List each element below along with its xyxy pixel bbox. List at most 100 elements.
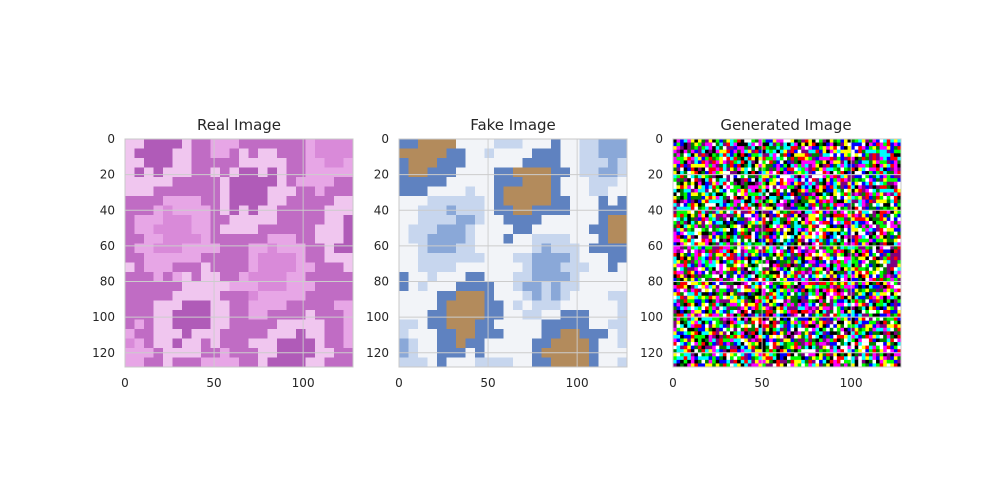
pixel: [446, 329, 457, 339]
pixel: [730, 327, 734, 332]
pixel: [560, 234, 571, 244]
pixel: [220, 338, 230, 349]
pixel: [762, 231, 766, 236]
pixel: [286, 139, 297, 149]
pixel: [851, 231, 855, 236]
pixel: [879, 327, 884, 332]
pixel: [277, 139, 287, 149]
pixel: [343, 357, 354, 368]
pixel: [844, 139, 848, 143]
pixel: [737, 203, 741, 207]
pixel: [324, 262, 335, 273]
pixel: [822, 163, 827, 168]
pixel: [801, 242, 806, 247]
pixel: [446, 177, 457, 187]
pixel: [456, 243, 466, 254]
pixel: [858, 156, 863, 161]
pixel: [503, 215, 514, 225]
pixel: [847, 274, 852, 279]
pixel: [690, 149, 695, 154]
pixel: [769, 313, 774, 318]
pixel: [811, 185, 816, 190]
pixel: [701, 260, 706, 264]
pixel: [697, 185, 702, 190]
pixel: [762, 253, 766, 257]
pixel: [758, 281, 763, 286]
pixel: [737, 149, 741, 154]
pixel: [220, 319, 230, 330]
pixel: [769, 196, 774, 200]
pixel: [191, 329, 202, 339]
pixel: [697, 256, 702, 261]
pixel: [872, 210, 877, 215]
pixel: [779, 199, 784, 204]
pixel: [172, 196, 183, 206]
pixel: [737, 331, 741, 336]
pixel: [772, 267, 777, 272]
pixel: [868, 313, 873, 318]
pixel: [783, 299, 788, 304]
pixel: [815, 281, 820, 286]
pixel: [673, 320, 677, 325]
pixel: [868, 249, 873, 254]
pixel: [758, 324, 763, 329]
pixel: [819, 317, 823, 321]
pixel: [747, 295, 752, 300]
pixel: [811, 220, 816, 225]
pixel: [334, 262, 344, 273]
pixel: [608, 158, 618, 168]
pixel: [343, 291, 354, 301]
pixel: [690, 281, 695, 286]
pixel: [343, 281, 354, 292]
pixel: [797, 334, 802, 339]
pixel: [886, 235, 891, 240]
pixel: [840, 249, 845, 254]
pixel: [617, 215, 628, 225]
pixel: [822, 342, 827, 346]
pixel: [868, 245, 873, 250]
pixel: [854, 178, 859, 183]
pixel: [676, 292, 681, 297]
pixel: [801, 313, 806, 318]
pixel: [797, 174, 802, 179]
pixel: [513, 139, 523, 149]
pixel: [865, 249, 870, 254]
pixel: [719, 295, 724, 300]
pixel: [694, 256, 699, 261]
pixel: [808, 302, 813, 307]
pixel: [334, 167, 344, 178]
pixel: [456, 310, 466, 320]
pixel: [210, 300, 221, 311]
pixel: [779, 324, 784, 329]
pixel: [153, 272, 164, 282]
pixel: [876, 342, 880, 346]
pixel: [144, 272, 154, 282]
pixel: [286, 196, 297, 206]
pixel: [715, 270, 720, 275]
pixel: [826, 292, 831, 297]
pixel: [418, 234, 428, 244]
pixel: [427, 196, 438, 206]
pixel: [893, 310, 898, 314]
pixel: [608, 215, 618, 225]
pixel: [456, 224, 466, 235]
pixel: [719, 167, 724, 172]
pixel: [872, 156, 877, 161]
pixel: [248, 262, 259, 273]
pixel: [680, 163, 684, 168]
pixel: [833, 242, 838, 247]
pixel: [886, 260, 891, 264]
pixel: [787, 277, 791, 282]
pixel: [858, 146, 863, 150]
pixel: [258, 243, 268, 254]
pixel: [220, 291, 230, 301]
pixel: [570, 338, 580, 349]
pixel: [762, 181, 766, 186]
pixel: [787, 210, 791, 215]
pixel: [730, 295, 734, 300]
pixel: [719, 235, 724, 240]
pixel: [804, 345, 809, 350]
pixel: [712, 334, 717, 339]
pixel: [579, 310, 590, 320]
pixel: [868, 156, 873, 161]
